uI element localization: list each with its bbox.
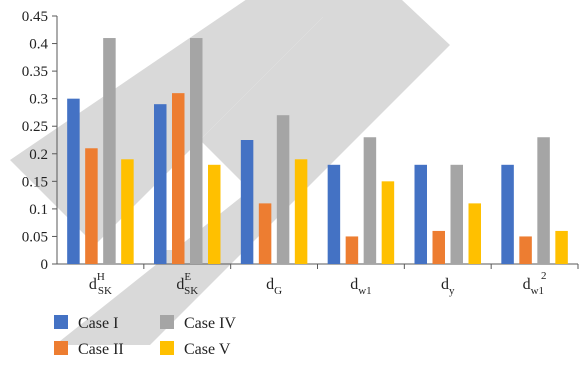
y-tick-label: 0.3: [29, 92, 48, 108]
bar: [121, 159, 134, 264]
legend-swatch: [160, 315, 174, 329]
chart-bars: [67, 38, 568, 265]
bar: [468, 203, 481, 264]
bar: [85, 148, 98, 264]
bar: [294, 159, 308, 264]
y-tick-label: 0.4: [29, 37, 48, 53]
legend: Case I Case II Case IV Case V: [54, 315, 236, 358]
bar: [432, 230, 445, 264]
bar: [345, 236, 359, 264]
bar: [501, 164, 514, 264]
bar: [67, 98, 80, 265]
bar: [555, 230, 568, 264]
bar: [240, 140, 254, 264]
legend-label: Case V: [184, 341, 231, 358]
bar: [258, 203, 272, 264]
bar: [103, 38, 116, 264]
bar: [154, 104, 167, 264]
x-tick-label: dw1: [350, 276, 371, 297]
bar: [519, 236, 532, 264]
legend-label: Case IV: [184, 315, 236, 332]
y-tick-label: 0.1: [29, 202, 48, 218]
y-tick-label: 0.35: [22, 64, 48, 80]
bar: [381, 181, 395, 264]
y-tick-label: 0.15: [22, 174, 48, 190]
bar: [363, 137, 377, 264]
bar: [414, 164, 427, 264]
watermark-stroke: [300, 0, 370, 30]
legend-swatch: [54, 341, 68, 355]
bar: [208, 164, 221, 264]
x-tick-label: dH SK: [89, 271, 112, 297]
y-tick-label: 0: [41, 257, 49, 273]
legend-label: Case I: [78, 315, 118, 332]
x-tick-label: dy: [441, 276, 455, 297]
y-tick-label: 0.45: [22, 9, 48, 25]
bar: [327, 164, 341, 264]
legend-label: Case II: [78, 341, 124, 358]
bar: [172, 93, 185, 265]
bar: [537, 137, 550, 264]
bar: [190, 38, 203, 264]
y-tick-label: 0.05: [22, 229, 48, 245]
x-tick-label: dE SK: [176, 271, 198, 297]
x-tick-label: dw12: [523, 270, 547, 297]
legend-swatch: [160, 341, 174, 355]
bar: [276, 115, 290, 264]
x-axis-tick-labels: dH SK dE SK dG dw1 dy dw12: [89, 270, 547, 297]
chart-axes: 0 0.05 0.1 0.15 0.2 0.25 0.3 0.35 0.4 0.45: [22, 9, 579, 273]
y-tick-label: 0.2: [29, 147, 48, 163]
y-tick-label: 0.25: [22, 119, 48, 135]
x-tick-label: dG: [266, 276, 282, 297]
bar: [450, 164, 463, 264]
legend-swatch: [54, 315, 68, 329]
